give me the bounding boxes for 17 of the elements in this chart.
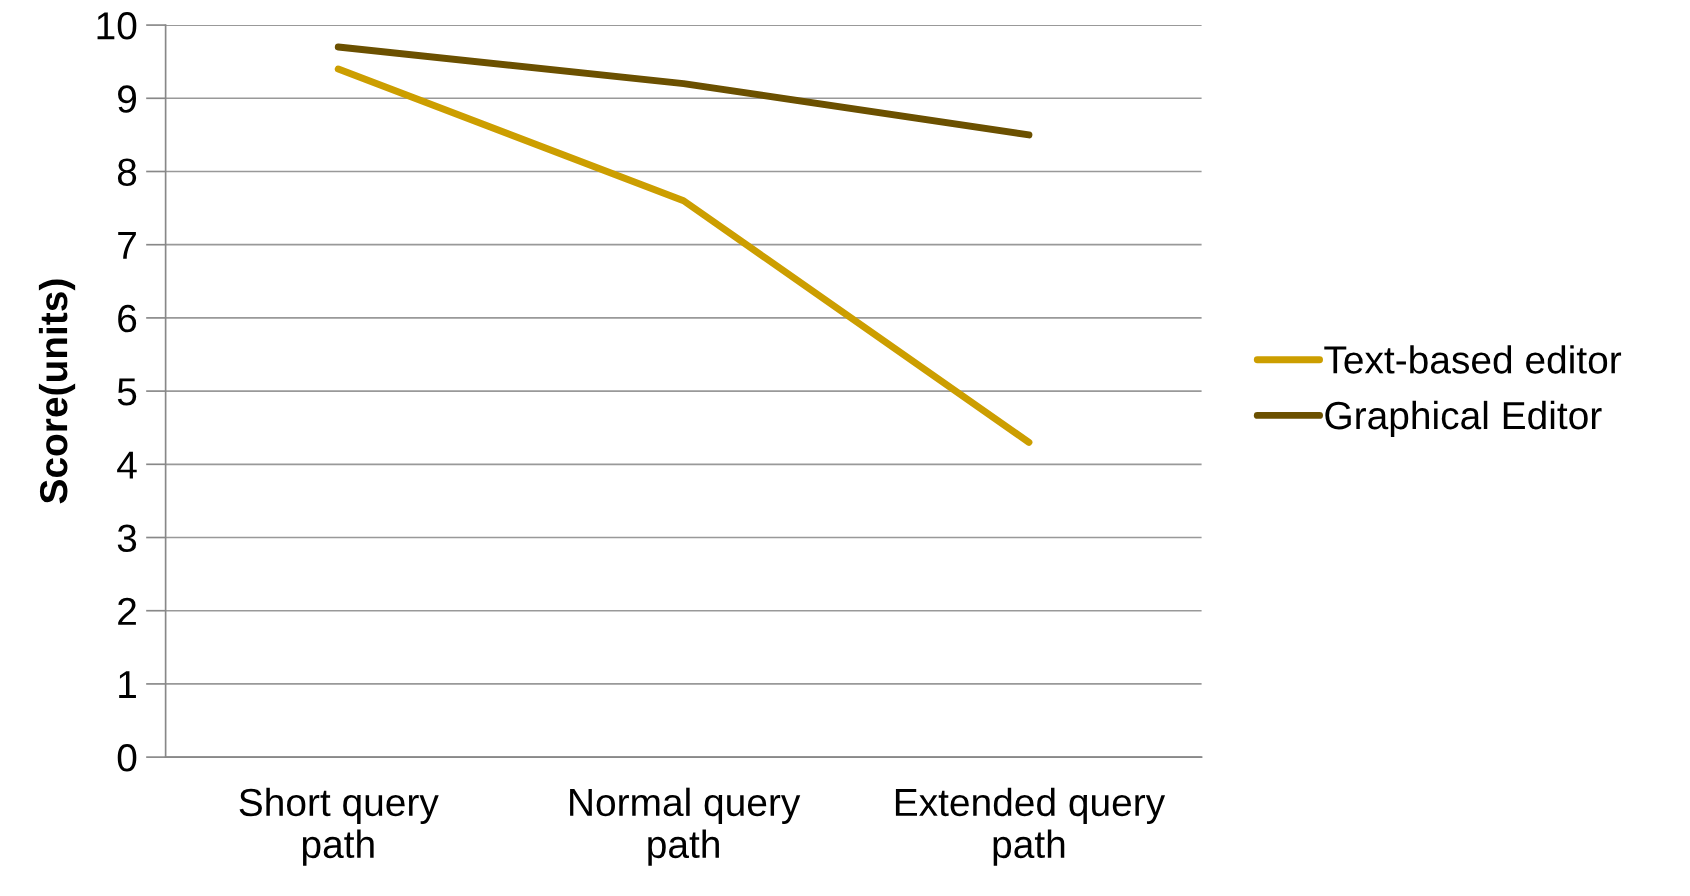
y-tick-label: 9 bbox=[118, 85, 136, 113]
legend-label: Text-based editor bbox=[1324, 345, 1622, 374]
x-tick-label: Short query path bbox=[239, 787, 439, 866]
y-tick-label: 7 bbox=[118, 232, 136, 259]
legend-label: Graphical Editor bbox=[1325, 400, 1602, 438]
y-tick-label: 5 bbox=[117, 378, 137, 406]
y-tick-label: 1 bbox=[119, 671, 136, 699]
y-tick-label: 2 bbox=[118, 597, 136, 625]
y-tick-label: 4 bbox=[117, 451, 137, 479]
y-tick-label: 3 bbox=[117, 524, 137, 552]
x-tick-label: Extended query path bbox=[895, 787, 1166, 866]
y-tick-label: 10 bbox=[97, 12, 137, 40]
y-tick-label: 0 bbox=[117, 744, 137, 772]
y-tick-label: 8 bbox=[117, 158, 137, 186]
y-tick-label: 6 bbox=[118, 304, 137, 333]
x-tick-label: Normal query path bbox=[570, 787, 801, 866]
y-axis-title: Score(units) bbox=[38, 279, 76, 504]
